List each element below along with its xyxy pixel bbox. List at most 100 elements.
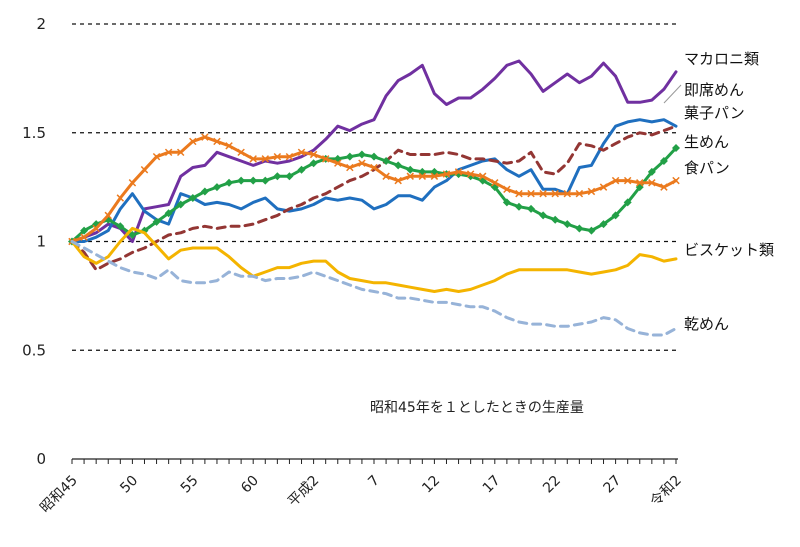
series-point (648, 179, 656, 187)
series-point (394, 161, 403, 170)
series-point (406, 165, 415, 174)
series-label: 即席めん (684, 81, 744, 99)
x-tick-label: 22 (540, 473, 564, 497)
series-label: 乾めん (684, 315, 729, 333)
x-tick-label: 令和2 (647, 473, 684, 510)
series-point (309, 150, 318, 159)
series-point (261, 176, 270, 185)
x-tick-label: 27 (601, 473, 625, 497)
series-point (406, 172, 414, 180)
series-point (104, 211, 112, 220)
label-leader-line (663, 84, 682, 104)
series-point (213, 137, 221, 146)
series-point (188, 194, 197, 202)
series-label: 菓子パン (684, 104, 745, 122)
series-point (152, 152, 161, 161)
series-point (200, 187, 209, 196)
series-point (237, 176, 246, 185)
series-point (321, 155, 330, 163)
axes: 0 0.5 1 1.5 2 昭和45 50 55 60 平成2 7 12 17 22 27 令和2 (22, 15, 685, 516)
series-point (116, 222, 125, 231)
series-point (273, 152, 282, 161)
series-point (563, 189, 572, 198)
x-tick-label: 17 (480, 473, 504, 497)
series-point (92, 224, 100, 233)
series-point (370, 163, 378, 172)
series-point (212, 183, 221, 192)
series-point (587, 187, 596, 196)
series-point (176, 148, 185, 157)
series-point (659, 157, 668, 166)
series-point (334, 159, 342, 167)
series-point (273, 172, 282, 181)
series-point (442, 170, 451, 178)
x-tick-label: 55 (178, 473, 202, 497)
series-point (152, 217, 161, 226)
series-point (80, 233, 88, 241)
series-point (394, 176, 402, 185)
series-point (237, 148, 245, 157)
series-point (514, 202, 523, 211)
chart-note: 昭和45年を１としたときの生産量 (370, 400, 584, 416)
series-point (551, 215, 560, 224)
series-point (128, 179, 137, 187)
series-point (563, 220, 572, 229)
series-point (418, 167, 427, 176)
series-label: マカロニ類 (684, 50, 759, 68)
series-point (297, 165, 306, 174)
x-tick-label: 平成2 (285, 473, 322, 510)
series-point (623, 176, 632, 185)
series-point (478, 172, 487, 180)
series-point (382, 172, 390, 180)
series-point (575, 189, 584, 198)
series-point (128, 230, 137, 239)
y-tick-label: 2 (36, 15, 46, 33)
series-point (587, 226, 596, 235)
series-point (551, 189, 559, 198)
series-line-6 (70, 240, 678, 337)
x-tick-label: 60 (238, 473, 262, 497)
series-point (297, 148, 306, 157)
series-label: 生めん (684, 133, 729, 151)
series-point (358, 159, 366, 167)
series-label: 食パン (684, 159, 730, 177)
y-tick-label: 1.5 (22, 124, 46, 142)
x-tick-label: 7 (365, 473, 383, 491)
series-point (491, 179, 499, 187)
series-label: ビスケット類 (684, 241, 774, 259)
series-point (345, 152, 354, 161)
series-point (225, 178, 234, 187)
series-point (116, 194, 125, 202)
series-lines (68, 59, 680, 337)
series-point (249, 155, 257, 163)
series-point (503, 185, 511, 194)
series-point (636, 179, 644, 187)
series-point (285, 152, 294, 161)
series-point (539, 211, 548, 220)
series-point (502, 198, 511, 207)
series-point (599, 183, 608, 191)
series-point (346, 163, 354, 172)
series-point (599, 220, 608, 229)
series-point (309, 159, 318, 168)
series-point (611, 176, 620, 185)
y-tick-label: 1 (36, 233, 46, 251)
y-tick-label: 0 (36, 450, 46, 468)
series-point (527, 189, 535, 198)
series-line-5 (70, 226, 678, 293)
series-point (382, 157, 391, 166)
series-line-2 (70, 124, 678, 272)
series-point (176, 200, 185, 209)
series-point (261, 155, 270, 163)
series-line-1 (70, 118, 678, 243)
series-point (575, 224, 584, 233)
series-point (623, 198, 632, 207)
series-point (672, 143, 680, 152)
series-point (539, 189, 547, 198)
series-point (611, 211, 620, 220)
series-point (672, 176, 680, 185)
series-point (140, 165, 149, 174)
series-point (164, 148, 173, 157)
series-line-3 (70, 146, 678, 243)
